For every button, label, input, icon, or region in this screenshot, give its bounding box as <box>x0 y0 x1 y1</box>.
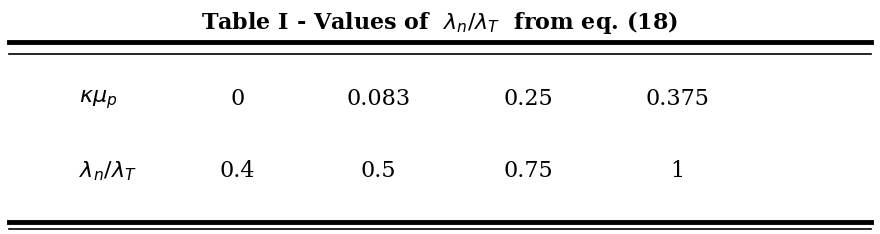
Text: 0.25: 0.25 <box>503 88 553 110</box>
Text: 1: 1 <box>671 160 685 182</box>
Text: 0.75: 0.75 <box>503 160 553 182</box>
Text: 0.4: 0.4 <box>220 160 255 182</box>
Text: 0.5: 0.5 <box>361 160 396 182</box>
Text: $\kappa\mu_p$: $\kappa\mu_p$ <box>79 88 118 111</box>
Text: 0.083: 0.083 <box>347 88 410 110</box>
Text: Table I - Values of  $\lambda_n/\lambda_T$  from eq. (18): Table I - Values of $\lambda_n/\lambda_T… <box>202 9 678 36</box>
Text: $\lambda_n/\lambda_T$: $\lambda_n/\lambda_T$ <box>79 159 137 183</box>
Text: 0.375: 0.375 <box>646 88 709 110</box>
Text: 0: 0 <box>231 88 245 110</box>
